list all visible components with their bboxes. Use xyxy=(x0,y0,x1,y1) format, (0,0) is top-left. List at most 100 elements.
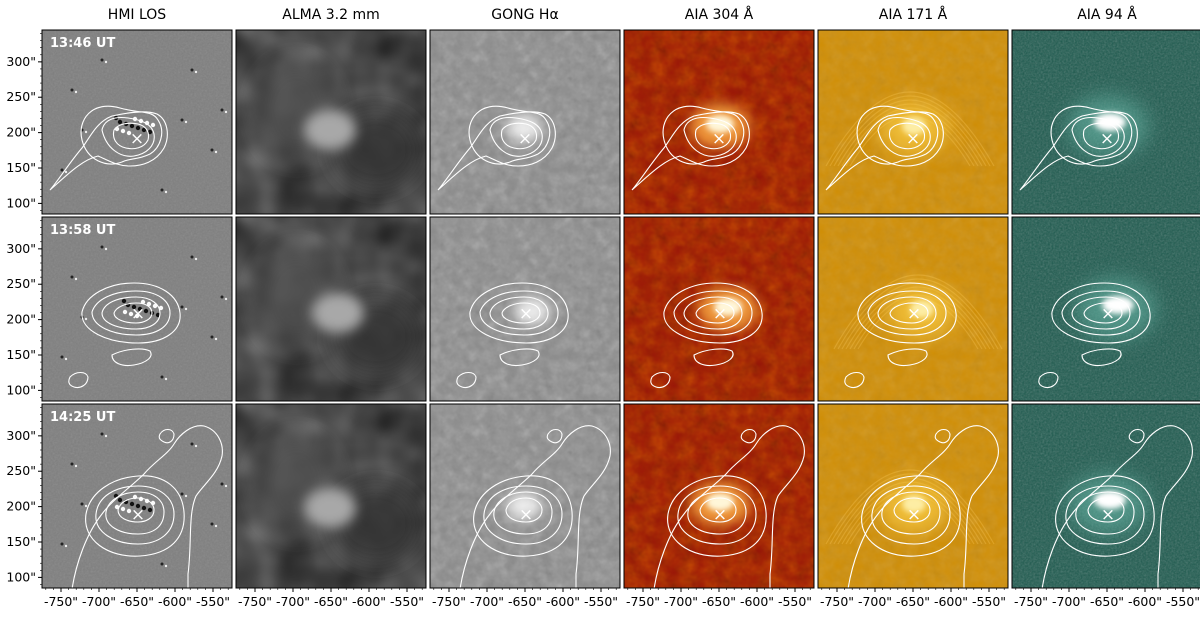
contour-line xyxy=(1083,302,1123,324)
panel-frame xyxy=(1011,29,1200,215)
contour-line xyxy=(505,497,543,523)
x-tick-label: -700" xyxy=(1052,594,1086,609)
contour-line xyxy=(479,290,559,336)
contour-line xyxy=(871,485,951,545)
contour-line xyxy=(499,348,540,367)
contour-line xyxy=(881,491,941,535)
contour-line xyxy=(1051,282,1151,344)
x-tick-label: -750" xyxy=(238,594,272,609)
y-tick-label: 300" xyxy=(6,428,36,443)
y-tick-label: 250" xyxy=(6,463,36,478)
y-tick-label: 100" xyxy=(6,569,36,584)
contour-line xyxy=(877,296,937,330)
column-title-aia171: AIA 171 Å xyxy=(879,6,948,23)
contour-line xyxy=(1087,497,1125,523)
x-tick-label: -600" xyxy=(158,594,192,609)
x-tick-label: -550" xyxy=(196,594,230,609)
contour-line xyxy=(650,371,671,389)
panel-frame xyxy=(41,216,233,402)
contour-line xyxy=(1019,111,1138,191)
x-tick-label: -700" xyxy=(276,594,310,609)
cross-marker: × xyxy=(131,304,145,324)
contour-line xyxy=(934,428,951,444)
y-tick-label: 100" xyxy=(6,382,36,397)
panel-aia171-row3: × xyxy=(818,404,1008,588)
panel-frame xyxy=(235,216,427,402)
panel-aia171-row1: × xyxy=(818,30,1008,214)
x-tick-label: -650" xyxy=(1090,594,1124,609)
panel-frame xyxy=(623,216,815,402)
x-tick-label: -650" xyxy=(314,594,348,609)
x-tick-label: -550" xyxy=(390,594,424,609)
contour-line xyxy=(500,122,538,150)
cross-marker: × xyxy=(131,505,145,525)
panel-aia304-row2: × xyxy=(624,217,814,401)
x-tick-label: -750" xyxy=(626,594,660,609)
panel-frame xyxy=(623,29,815,215)
contour-line xyxy=(847,425,999,588)
contour-line xyxy=(95,485,175,545)
y-tick-label: 250" xyxy=(6,89,36,104)
x-tick-label: -550" xyxy=(584,594,618,609)
panel-alma-row2 xyxy=(236,217,426,401)
x-tick-label: -650" xyxy=(120,594,154,609)
cross-marker: × xyxy=(519,304,533,324)
column-title-hmi: HMI LOS xyxy=(108,7,167,23)
x-tick-label: -750" xyxy=(432,594,466,609)
contour-line xyxy=(861,475,961,557)
panel-gong-row3: × xyxy=(430,404,620,588)
column-title-alma: ALMA 3.2 mm xyxy=(282,7,379,23)
y-tick-label: 150" xyxy=(6,347,36,362)
time-label: 14:25 UT xyxy=(50,410,115,425)
y-tick-label: 100" xyxy=(6,195,36,210)
x-tick-label: -650" xyxy=(702,594,736,609)
contour-line xyxy=(1065,485,1145,545)
panel-hmi-row1: × xyxy=(42,30,232,214)
contour-line xyxy=(469,282,569,344)
cross-marker: × xyxy=(906,129,920,149)
contour-line xyxy=(667,475,767,557)
contour-line xyxy=(856,105,939,165)
time-label: 13:58 UT xyxy=(50,223,115,238)
panel-frame xyxy=(429,29,621,215)
contour-line xyxy=(699,497,737,523)
contour-line xyxy=(473,475,573,557)
contour-line xyxy=(456,371,477,389)
contour-line xyxy=(1050,105,1133,165)
contour-line xyxy=(825,111,944,191)
contour-line xyxy=(740,428,757,444)
column-title-aia304: AIA 304 Å xyxy=(685,6,754,23)
contour-line xyxy=(49,111,168,191)
x-tick-label: -750" xyxy=(820,594,854,609)
x-tick-label: -750" xyxy=(44,594,78,609)
x-tick-label: -650" xyxy=(508,594,542,609)
contour-line xyxy=(1075,491,1135,535)
contour-line xyxy=(1071,296,1131,330)
contour-line xyxy=(489,296,549,330)
contour-line xyxy=(867,290,947,336)
contour-line xyxy=(105,491,165,535)
x-tick-label: -550" xyxy=(1166,594,1200,609)
x-tick-label: -600" xyxy=(352,594,386,609)
contour-line xyxy=(101,116,155,157)
contour-line xyxy=(91,290,171,336)
cross-marker: × xyxy=(712,129,726,149)
panel-alma-row3 xyxy=(236,404,426,588)
panel-frame xyxy=(1011,216,1200,402)
cross-marker: × xyxy=(518,129,532,149)
contour-line xyxy=(1061,290,1141,336)
cross-marker: × xyxy=(713,505,727,525)
cross-marker: × xyxy=(1101,505,1115,525)
panel-aia94-row1: × xyxy=(1012,30,1200,214)
contour-line xyxy=(158,428,175,444)
contour-line xyxy=(889,302,929,324)
contour-line xyxy=(113,302,153,324)
y-tick-label: 300" xyxy=(6,241,36,256)
contour-line xyxy=(493,491,553,535)
contour-line xyxy=(1082,122,1120,150)
x-tick-label: -600" xyxy=(934,594,968,609)
contour-line xyxy=(546,428,563,444)
contour-line xyxy=(662,105,745,165)
contour-line xyxy=(893,497,931,523)
